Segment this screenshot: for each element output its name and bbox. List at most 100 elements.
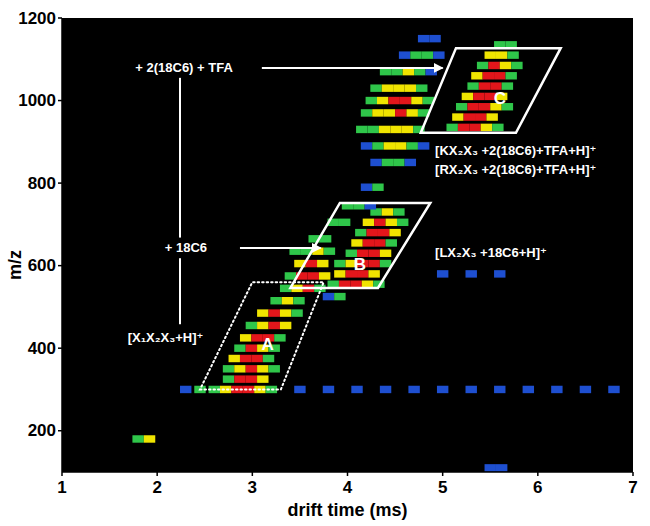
heat-cell [324, 247, 335, 254]
heat-cell [372, 142, 383, 149]
heat-cell [437, 270, 448, 277]
heat-cell [483, 72, 494, 79]
heat-cell [492, 124, 503, 131]
y-tick-label: 200 [28, 421, 56, 440]
heat-cell [466, 386, 477, 393]
heat-cell [452, 113, 463, 120]
heat-cell [356, 126, 367, 133]
heat-cell [240, 334, 251, 341]
heat-cell [246, 322, 257, 329]
region-outline [421, 48, 561, 133]
annotation: [RX₂X₃ +2(18C6)+TFA+H]⁺ [435, 162, 596, 177]
x-tick-label: 6 [533, 478, 542, 497]
plot-background [62, 18, 633, 472]
chart: ABC+ 2(18C6) + TFA+ 18C6[X₁X₂X₃+H]⁺[KX₂X… [0, 0, 650, 526]
heat-cell [257, 309, 268, 316]
heat-cell [223, 365, 234, 372]
heat-cell [351, 386, 362, 393]
y-tick [58, 17, 62, 19]
x-tick [252, 472, 254, 476]
heat-cell [408, 386, 419, 393]
heat-cell [551, 386, 562, 393]
heat-cell [263, 355, 274, 362]
region-outline [290, 203, 430, 288]
heat-cell [405, 159, 416, 166]
heat-cell [251, 355, 262, 362]
heat-cell [257, 365, 268, 372]
heat-cell [367, 229, 378, 236]
heat-cell [523, 386, 534, 393]
y-tick-label: 1200 [18, 9, 56, 28]
heat-cell [393, 208, 404, 215]
heat-cell [372, 109, 383, 116]
heat-cell [223, 375, 234, 382]
heat-cell [246, 365, 257, 372]
heat-cell [334, 293, 345, 300]
y-tick [58, 265, 62, 267]
region-label: C [494, 89, 506, 108]
heat-cell [270, 297, 281, 304]
heat-cell [339, 219, 350, 226]
x-tick [347, 472, 349, 476]
heat-cell [405, 84, 416, 91]
heat-cell [494, 72, 505, 79]
heat-cell [400, 97, 411, 104]
heat-cell [246, 375, 257, 382]
heat-cell [437, 386, 448, 393]
heat-cell [481, 124, 492, 131]
heat-cell [379, 126, 390, 133]
heat-cell [416, 84, 427, 91]
heat-cell [355, 229, 366, 236]
heat-cell [395, 109, 406, 116]
x-tick [156, 472, 158, 476]
heat-cell [500, 62, 511, 69]
heat-cell [372, 184, 383, 191]
heat-cell [507, 51, 518, 58]
x-tick-label: 2 [152, 478, 161, 497]
heat-cell [418, 35, 429, 42]
heat-cell [407, 109, 418, 116]
heat-cell [257, 322, 268, 329]
connector-line [179, 78, 181, 238]
heat-cell [422, 51, 433, 58]
heat-cell [361, 142, 372, 149]
heat-cell [269, 309, 280, 316]
heat-cell [511, 62, 522, 69]
heat-cell [234, 365, 245, 372]
x-tick-label: 3 [248, 478, 257, 497]
heat-cell [269, 322, 280, 329]
heat-cell [391, 68, 402, 75]
heat-cell [285, 272, 296, 279]
x-tick-label: 4 [343, 478, 353, 497]
heat-cell [402, 126, 413, 133]
x-tick [537, 472, 539, 476]
heat-cell [380, 386, 391, 393]
heat-cell [132, 435, 143, 442]
heat-cell [456, 103, 467, 110]
heat-cell [393, 159, 404, 166]
heat-cell [473, 93, 484, 100]
heat-cell [382, 84, 393, 91]
region-label: B [354, 255, 366, 274]
heat-cell [395, 142, 406, 149]
x-tick-label: 7 [628, 478, 637, 497]
heat-cell [467, 82, 478, 89]
annotation: + 2(18C6) + TFA [135, 60, 233, 75]
heat-cell [280, 309, 291, 316]
heat-cell [380, 68, 391, 75]
heat-cell [485, 51, 496, 58]
x-tick-label: 5 [438, 478, 447, 497]
heat-cell [580, 386, 591, 393]
heat-cell [407, 142, 418, 149]
heat-cell [429, 35, 440, 42]
heat-cell [363, 239, 374, 246]
heat-cell [410, 51, 421, 58]
heat-cell [240, 355, 251, 362]
heat-cell [374, 239, 385, 246]
heat-cell [479, 103, 490, 110]
heat-cell [282, 297, 293, 304]
heat-cell [477, 62, 488, 69]
heat-cell [334, 270, 345, 277]
annotation: [X₁X₂X₃+H]⁺ [128, 330, 204, 345]
heat-cell [180, 386, 191, 393]
